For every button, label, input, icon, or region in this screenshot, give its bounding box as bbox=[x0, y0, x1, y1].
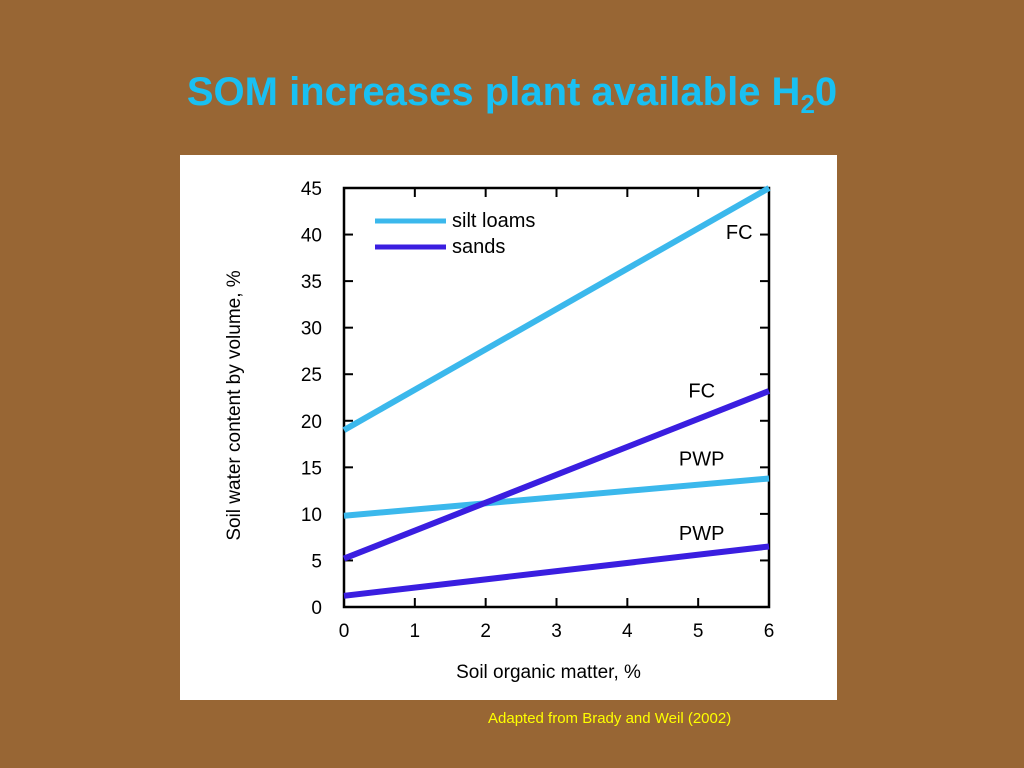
x-tick-label: 6 bbox=[764, 621, 775, 642]
y-tick-label: 45 bbox=[301, 179, 322, 200]
x-tick-label: 3 bbox=[551, 621, 562, 642]
y-tick-label: 35 bbox=[301, 272, 322, 293]
chart-panel: 0 5 10 15 20 25 30 35 40 45 0 1 2 3 4 5 6 Soil organic ma… bbox=[180, 155, 837, 700]
x-tick-label: 1 bbox=[410, 621, 421, 642]
y-tick-label: 40 bbox=[301, 226, 322, 247]
series-label: PWP bbox=[679, 448, 725, 470]
series-label: PWP bbox=[679, 523, 725, 545]
series-line bbox=[342, 388, 771, 562]
legend-label: sands bbox=[452, 236, 505, 258]
y-tick-label: 0 bbox=[311, 598, 322, 619]
title-subscript: 2 bbox=[800, 89, 815, 119]
title-tail: 0 bbox=[814, 70, 838, 114]
y-tick-label: 25 bbox=[301, 365, 322, 386]
y-axis-label: Soil water content by volume, % bbox=[224, 270, 245, 540]
legend-label: silt loams bbox=[452, 210, 535, 232]
x-axis-label: Soil organic matter, % bbox=[456, 662, 641, 683]
source-credit: Adapted from Brady and Weil (2002) bbox=[488, 710, 732, 727]
title-main: SOM increases plant available H bbox=[186, 70, 801, 114]
y-tick-label: 20 bbox=[301, 412, 322, 433]
y-tick-label: 30 bbox=[301, 319, 322, 340]
series-line bbox=[342, 185, 771, 433]
x-tick-label: 4 bbox=[622, 621, 633, 642]
x-tick-label: 2 bbox=[480, 621, 491, 642]
series-label: FC bbox=[726, 222, 753, 244]
x-tick-label: 0 bbox=[339, 621, 350, 642]
y-tick-label: 5 bbox=[311, 551, 322, 572]
y-tick-label: 10 bbox=[301, 505, 322, 526]
y-tick-label: 15 bbox=[301, 458, 322, 479]
series-line bbox=[343, 475, 770, 519]
series-line bbox=[343, 543, 770, 599]
slide-title: SOM increases plant available H20 bbox=[0, 70, 1024, 117]
x-tick-label: 5 bbox=[693, 621, 704, 642]
series-label: FC bbox=[688, 381, 715, 403]
